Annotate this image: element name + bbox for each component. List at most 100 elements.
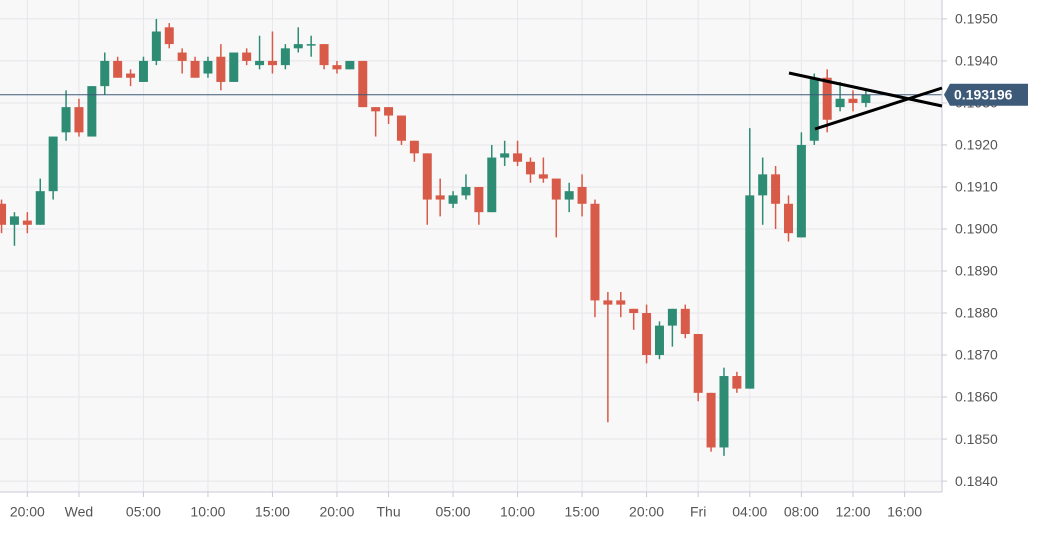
labels: 0.1840 0.1850 0.1860 0.1870 0.1880 0.1890 0.19… xyxy=(10,11,1028,520)
candle-body xyxy=(732,376,742,389)
candle-body xyxy=(332,65,342,70)
candle-body xyxy=(164,27,174,45)
candle-body xyxy=(35,191,45,225)
x-tick-label: 15:00 xyxy=(255,504,290,520)
trend-line xyxy=(788,71,943,108)
candle-body xyxy=(177,52,187,61)
candle-body xyxy=(629,308,639,314)
candle-body xyxy=(293,44,303,49)
candle-body xyxy=(693,334,703,393)
candle-body xyxy=(822,77,832,120)
x-tick-label: 15:00 xyxy=(565,504,600,520)
plot-background xyxy=(0,0,942,492)
x-tick-label: 16:00 xyxy=(887,504,922,520)
candle-body xyxy=(435,195,445,200)
candle-body xyxy=(835,98,845,108)
candle-body xyxy=(319,44,329,66)
candle-body xyxy=(861,94,871,103)
candle-body xyxy=(87,86,97,137)
x-tick-label: 12:00 xyxy=(835,504,870,520)
candle-body xyxy=(667,308,677,326)
candle-body xyxy=(796,144,806,238)
candle-body xyxy=(61,107,71,133)
candle-body xyxy=(758,174,768,196)
candle-body xyxy=(113,60,123,78)
y-tick-label: 0.1840 xyxy=(955,473,998,489)
candle-body xyxy=(706,392,716,448)
candle-body xyxy=(616,300,626,305)
candle-body xyxy=(0,203,7,225)
candle-body xyxy=(345,60,355,70)
x-tick-label: Thu xyxy=(377,504,401,520)
candle-body xyxy=(74,107,84,133)
candle-body xyxy=(242,52,252,61)
candle-body xyxy=(487,157,497,213)
x-tick-label: 20:00 xyxy=(10,504,45,520)
candle-body xyxy=(525,161,535,175)
y-tick-label: 0.1910 xyxy=(955,179,998,195)
candle-body xyxy=(603,300,613,305)
candle-body xyxy=(280,48,290,66)
candle-body xyxy=(151,31,161,61)
candle-body xyxy=(448,195,458,204)
candle-body xyxy=(371,107,381,112)
candle-body xyxy=(551,178,561,200)
candle-body xyxy=(126,73,136,78)
candle-body xyxy=(783,203,793,234)
y-tick-label: 0.1880 xyxy=(955,305,998,321)
candle-body xyxy=(203,60,213,74)
candle-body xyxy=(422,153,432,200)
candle-body xyxy=(680,308,690,335)
candle-body xyxy=(564,191,574,200)
x-tick-label: 08:00 xyxy=(784,504,819,520)
candle-body xyxy=(654,325,664,356)
candle-body xyxy=(396,115,406,141)
x-tick-label: 04:00 xyxy=(732,504,767,520)
x-tick-label: Fri xyxy=(690,504,706,520)
candle-body xyxy=(138,60,148,82)
candle-body xyxy=(229,52,239,82)
last-price-label: 0.193196 xyxy=(954,86,1013,102)
candle-body xyxy=(190,60,200,78)
candle-body xyxy=(9,216,19,225)
y-tick-label: 0.1940 xyxy=(955,53,998,69)
x-tick-label: 20:00 xyxy=(319,504,354,520)
candle-body xyxy=(384,107,394,116)
candle-body xyxy=(306,44,316,46)
x-tick-label: 05:00 xyxy=(436,504,471,520)
candle-body xyxy=(48,136,58,192)
x-tick-label: 05:00 xyxy=(126,504,161,520)
candle-body xyxy=(461,186,471,196)
y-tick-label: 0.1850 xyxy=(955,431,998,447)
candle-body xyxy=(409,140,419,154)
candles xyxy=(0,18,942,456)
y-tick-label: 0.1950 xyxy=(955,11,998,27)
candle-body xyxy=(590,203,600,301)
grid xyxy=(0,0,942,492)
candle-body xyxy=(358,60,368,108)
candle-body xyxy=(538,174,548,179)
candle-body xyxy=(513,153,523,162)
candle-body xyxy=(216,56,226,82)
candle-body xyxy=(719,376,729,448)
y-tick-label: 0.1920 xyxy=(955,137,998,153)
y-tick-label: 0.1900 xyxy=(955,221,998,237)
candle-body xyxy=(500,153,510,158)
candle-body xyxy=(100,60,110,87)
candle-body xyxy=(577,186,587,204)
trend-line xyxy=(814,86,943,131)
candle-body xyxy=(22,220,32,225)
last-price-tag xyxy=(944,83,1028,106)
candle-body xyxy=(745,195,755,389)
x-tick-label: Wed xyxy=(65,504,94,520)
candle-body xyxy=(255,60,265,66)
candle-body xyxy=(267,60,277,66)
candle-body xyxy=(809,77,819,141)
x-tick-label: 10:00 xyxy=(190,504,225,520)
y-tick-label: 0.1890 xyxy=(955,263,998,279)
x-tick-label: 10:00 xyxy=(500,504,535,520)
candle-body xyxy=(848,98,858,103)
candle-body xyxy=(771,174,781,204)
